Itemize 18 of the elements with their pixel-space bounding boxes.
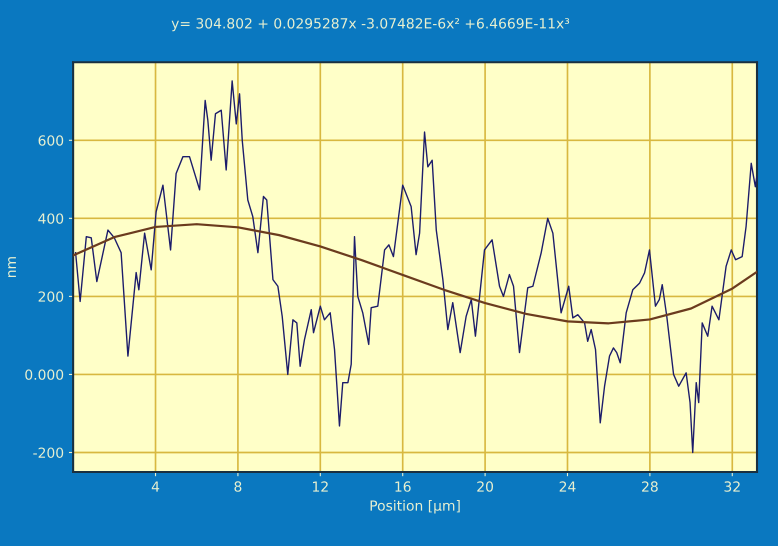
chart-title: y= 304.802 + 0.0295287x -3.07482E-6x² +6.4669E-11x³	[172, 18, 570, 32]
y-tick-label: -200	[33, 447, 64, 458]
y-tick-label: 400	[38, 213, 64, 224]
line-series	[74, 80, 757, 454]
x-tick-label: 8	[234, 481, 242, 492]
x-tick-label: 28	[642, 481, 658, 492]
y-tick-label: 0.000	[25, 369, 64, 380]
y-tick-label: 600	[38, 135, 64, 146]
x-axis-title: Position [µm]	[370, 500, 460, 514]
x-tick-label: 12	[313, 481, 328, 492]
line-series	[73, 223, 757, 324]
x-tick-label: 16	[395, 481, 411, 492]
x-tick-label: 20	[477, 481, 494, 492]
x-tick-label: 24	[560, 481, 576, 492]
x-tick-label: 32	[724, 481, 740, 492]
y-axis-title: nm	[8, 257, 16, 278]
x-tick-label: 4	[152, 481, 160, 492]
y-tick-label: 200	[38, 291, 64, 302]
